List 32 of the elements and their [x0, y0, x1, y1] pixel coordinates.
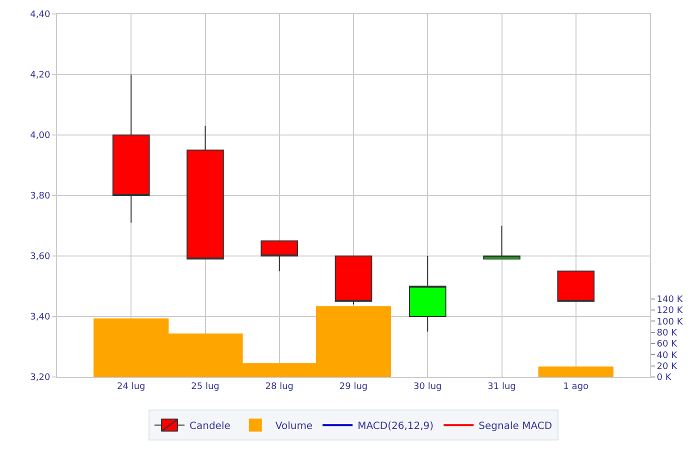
x-tick-label: 1 ago — [563, 382, 590, 392]
y2-tick-label: 80 K — [656, 328, 678, 338]
legend-label: Candele — [190, 421, 230, 432]
candlestick — [408, 256, 446, 332]
candlestick — [260, 240, 298, 272]
y-tick-label: 4,40 — [30, 10, 50, 20]
legend-label: Segnale MACD — [478, 421, 552, 432]
legend-label: MACD(26,12,9) — [358, 421, 434, 432]
x-tick-label: 25 lug — [191, 382, 220, 392]
y-tick-label: 3,20 — [30, 373, 50, 384]
x-tick-label: 28 lug — [265, 382, 294, 392]
y2-tick-label: 140 K — [656, 294, 684, 305]
x-tick-label: 24 lug — [117, 382, 146, 392]
y2-tick-label: 0 K — [656, 373, 672, 384]
legend-label: Volume — [275, 421, 313, 432]
y2-tick-label: 40 K — [656, 350, 678, 361]
y-tick-label: 4,20 — [30, 70, 50, 81]
y2-tick-label: 60 K — [656, 340, 678, 350]
x-tick-label: 29 lug — [339, 382, 368, 392]
y2-tick-label: 120 K — [656, 306, 684, 316]
x-tick-label: 31 lug — [488, 382, 516, 392]
y-tick-label: 3,40 — [30, 312, 50, 323]
y2-tick-label: 20 K — [656, 362, 678, 372]
y-tick-label: 3,80 — [30, 192, 50, 202]
candlestick — [557, 270, 595, 302]
candlestick — [334, 256, 372, 305]
y-tick-label: 4,00 — [30, 131, 50, 142]
bar — [538, 366, 614, 377]
x-tick-label: 30 lug — [414, 382, 442, 392]
candlestick — [483, 225, 520, 260]
y-tick-label: 3,60 — [30, 252, 50, 262]
y2-tick-label: 100 K — [656, 317, 684, 328]
